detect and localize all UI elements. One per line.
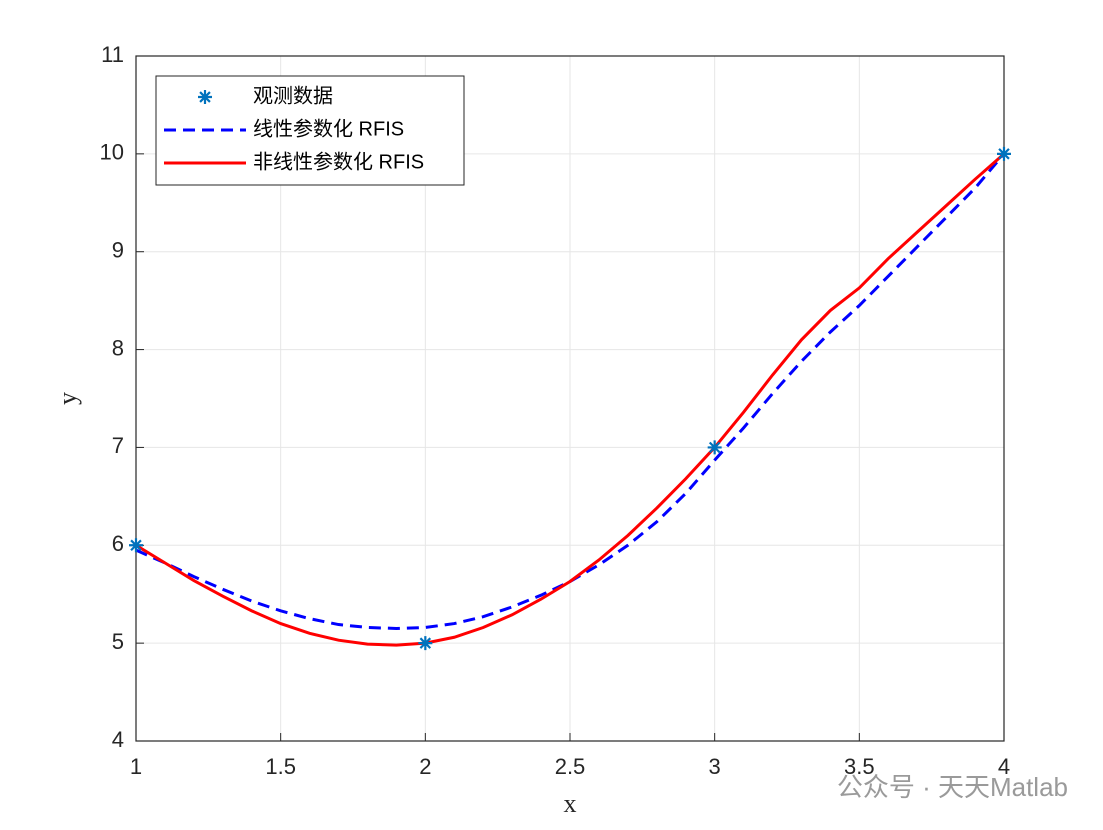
data-point — [707, 440, 722, 455]
axes-box — [135, 55, 1005, 742]
legend-label: 观测数据 — [253, 84, 333, 107]
y-tick-label: 10 — [100, 140, 124, 165]
y-tick-label: 8 — [112, 335, 124, 360]
legend-marker — [198, 90, 212, 104]
y-tick-label: 4 — [112, 727, 124, 752]
data-line — [135, 152, 1005, 647]
y-tick-label: 9 — [112, 238, 124, 263]
legend-label: 线性参数化 RFIS — [253, 117, 404, 140]
data-point — [129, 538, 143, 553]
y-axis-label: y — [53, 392, 82, 405]
data-point — [418, 636, 433, 651]
x-tick-label: 3.5 — [844, 754, 875, 779]
y-tick-label: 7 — [112, 433, 124, 458]
y-tick-label: 11 — [101, 42, 124, 67]
legend-label: 非线性参数化 RFIS — [253, 150, 424, 173]
x-axis-label: x — [564, 789, 577, 818]
x-tick-label: 2 — [419, 754, 431, 779]
x-tick-label: 3 — [709, 754, 721, 779]
x-tick-label: 1.5 — [265, 754, 296, 779]
x-tick-label: 2.5 — [555, 754, 586, 779]
watermark: 公众号 · 天天Matlab — [837, 772, 1068, 802]
y-tick-label: 6 — [112, 531, 124, 556]
x-tick-label: 4 — [998, 754, 1010, 779]
y-tick-label: 5 — [112, 629, 124, 654]
x-tick-label: 1 — [130, 754, 142, 779]
data-point — [997, 146, 1011, 161]
